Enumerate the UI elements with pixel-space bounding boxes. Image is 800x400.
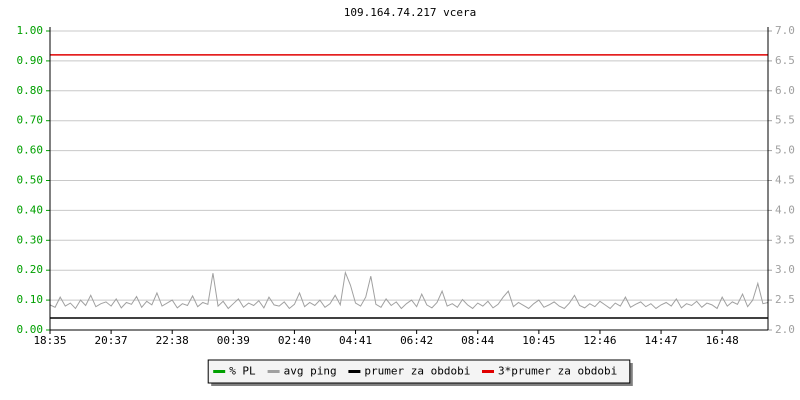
y2-tick-label: 2.5 [775, 293, 795, 306]
y-tick-label: 0.10 [17, 293, 44, 306]
y2-tick-label: 3.5 [775, 233, 795, 246]
x-tick-label: 18:35 [33, 334, 66, 347]
chart-title: 109.164.74.217 vcera [344, 6, 476, 19]
x-tick-label: 06:42 [400, 334, 433, 347]
y-tick-label: 0.60 [17, 144, 44, 157]
y-tick-label: 0.40 [17, 203, 44, 216]
legend-box [207, 359, 631, 384]
y-tick-label: 0.20 [17, 263, 44, 276]
y-tick-label: 0.30 [17, 233, 44, 246]
y2-tick-label: 5.5 [775, 114, 795, 127]
legend-label: 3*prumer za obdobi [498, 365, 617, 378]
x-tick-label: 02:40 [278, 334, 311, 347]
x-tick-label: 00:39 [217, 334, 250, 347]
y-tick-label: 0.00 [17, 323, 44, 336]
x-tick-label: 08:44 [461, 334, 494, 347]
y2-tick-label: 6.5 [775, 54, 795, 67]
x-tick-label: 14:47 [645, 334, 678, 347]
y-tick-label: 0.50 [17, 174, 44, 187]
legend-label: prumer za obdobi [364, 365, 470, 378]
x-tick-label: 20:37 [95, 334, 128, 347]
y2-tick-label: 6.0 [775, 84, 795, 97]
x-tick-label: 12:46 [583, 334, 616, 347]
y-tick-label: 0.80 [17, 84, 44, 97]
x-tick-label: 22:38 [156, 334, 189, 347]
y-tick-label: 0.90 [17, 54, 44, 67]
y2-tick-label: 5.0 [775, 144, 795, 157]
x-tick-label: 04:41 [339, 334, 372, 347]
y2-tick-label: 3.0 [775, 263, 795, 276]
y2-tick-label: 4.0 [775, 203, 795, 216]
x-tick-label: 10:45 [522, 334, 555, 347]
x-tick-label: 16:48 [706, 334, 739, 347]
y-tick-label: 0.70 [17, 114, 44, 127]
y2-tick-label: 7.0 [775, 24, 795, 37]
y-tick-label: 1.00 [17, 24, 44, 37]
y2-tick-label: 2.0 [775, 323, 795, 336]
legend: % PL avg ping prumer za obdobi 3*prumer za … [207, 359, 633, 386]
legend-label: % PL [229, 365, 256, 378]
y2-tick-label: 4.5 [775, 174, 795, 187]
legend-label: avg ping [284, 365, 337, 378]
series-line [49, 270, 769, 310]
